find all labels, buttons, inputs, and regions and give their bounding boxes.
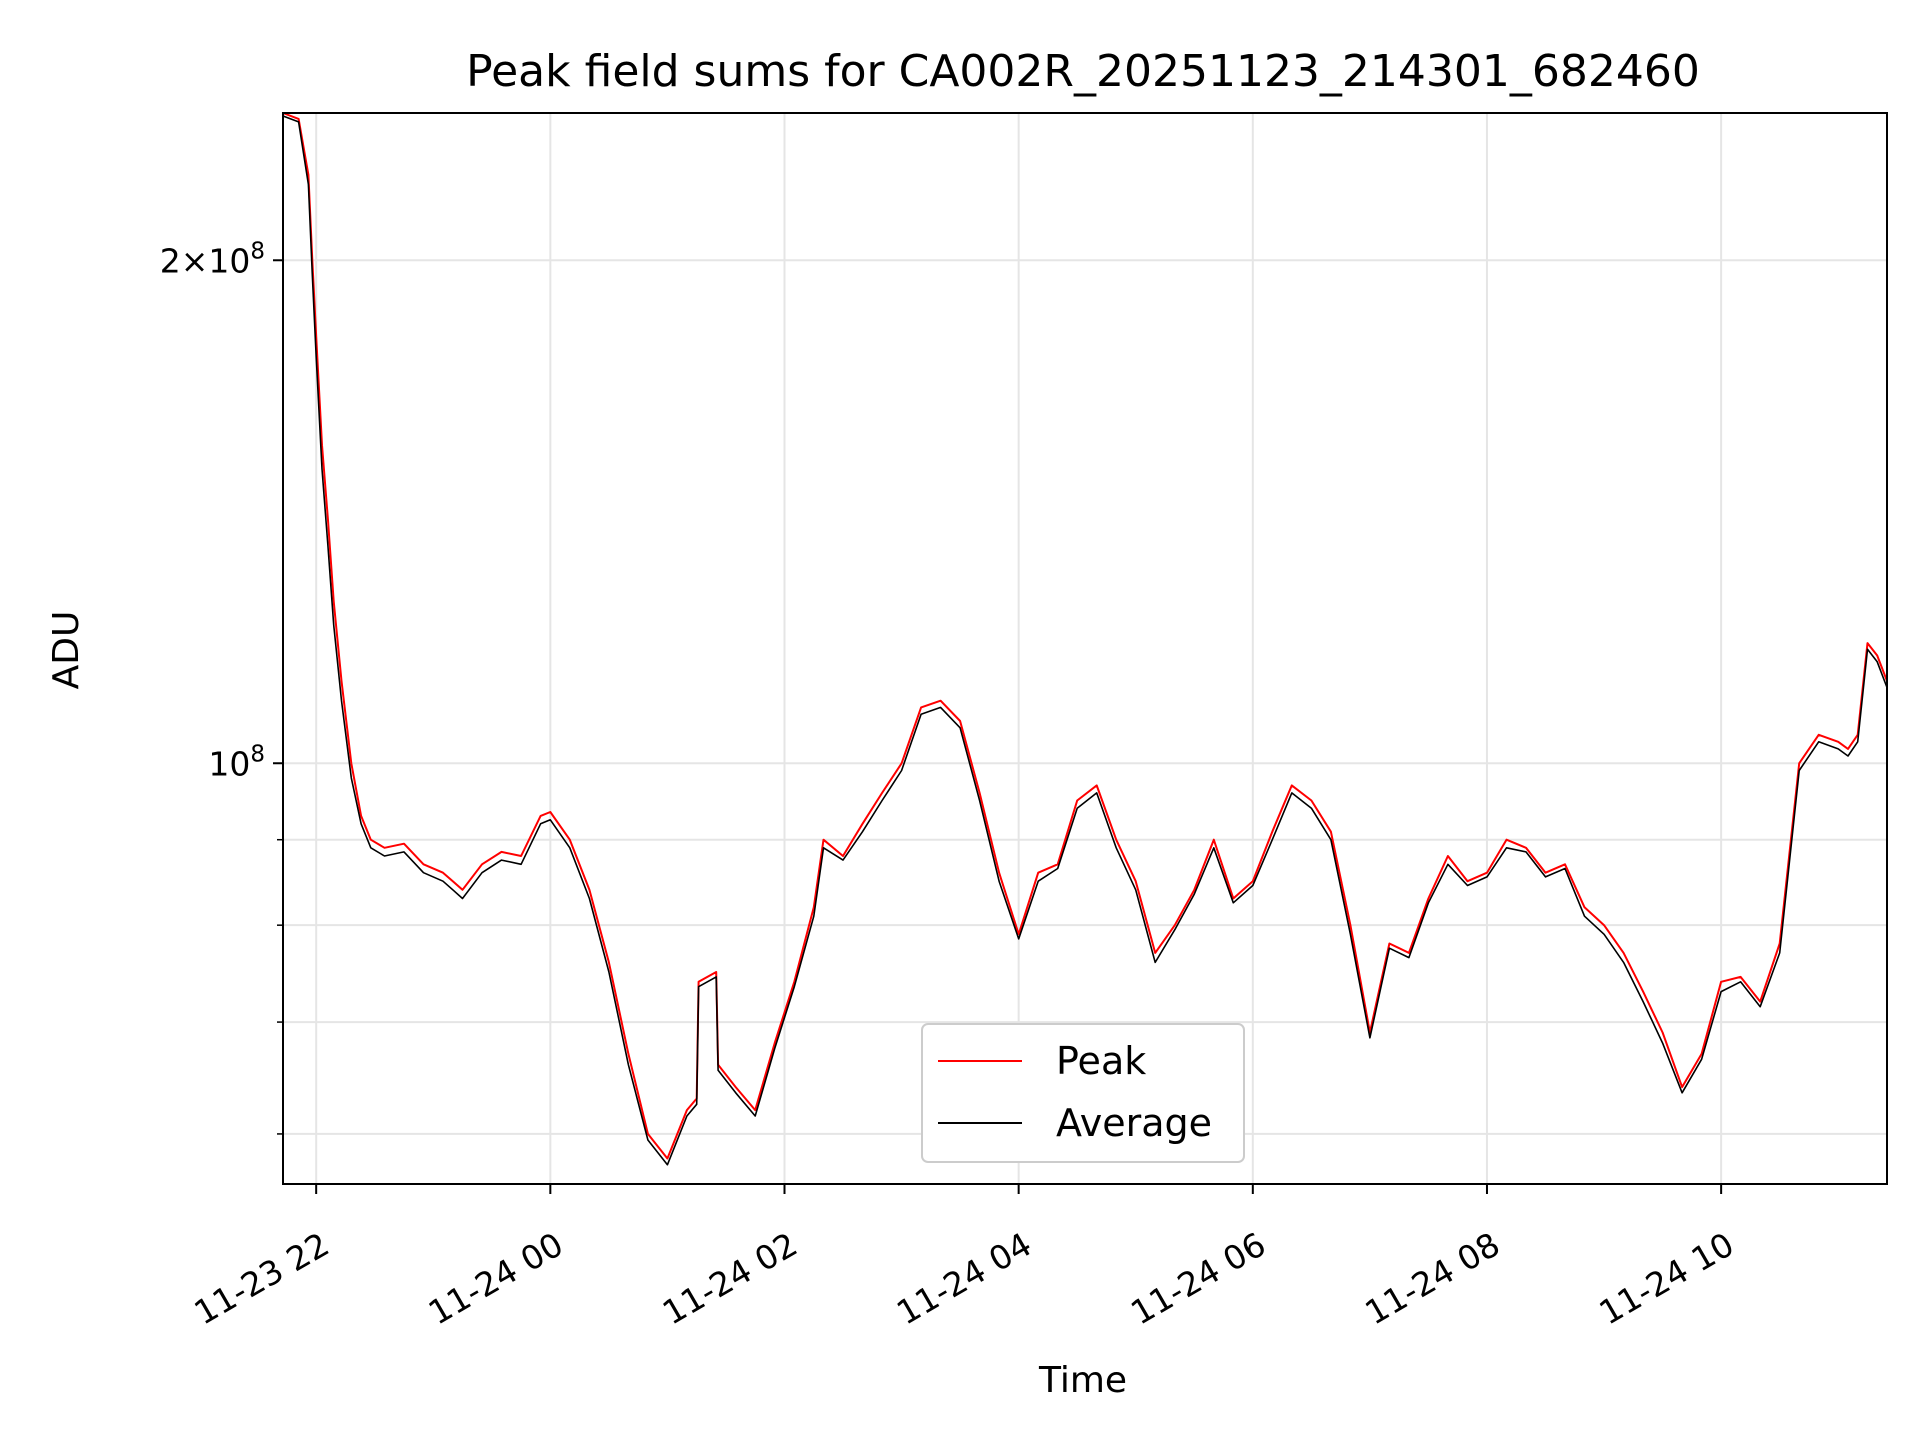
legend-box	[921, 1023, 1245, 1163]
chart-title: Peak field sums for CA002R_20251123_2143…	[466, 46, 1700, 97]
series-layer	[282, 112, 1888, 1166]
y-tick-label: 2×108	[160, 238, 265, 280]
y-axis-label: ADU	[46, 611, 87, 690]
legend: Peak Average	[921, 1023, 1245, 1163]
series-line-average	[282, 115, 1888, 1166]
x-axis-label: Time	[1038, 1360, 1127, 1401]
plot-frame	[282, 112, 1888, 1185]
legend-label-peak: Peak	[1056, 1039, 1146, 1083]
legend-label-average: Average	[1056, 1101, 1212, 1145]
y-tick-label: 108	[208, 741, 265, 783]
y-axis: 108 2×108	[160, 238, 283, 1135]
series-line-peak	[282, 112, 1888, 1160]
